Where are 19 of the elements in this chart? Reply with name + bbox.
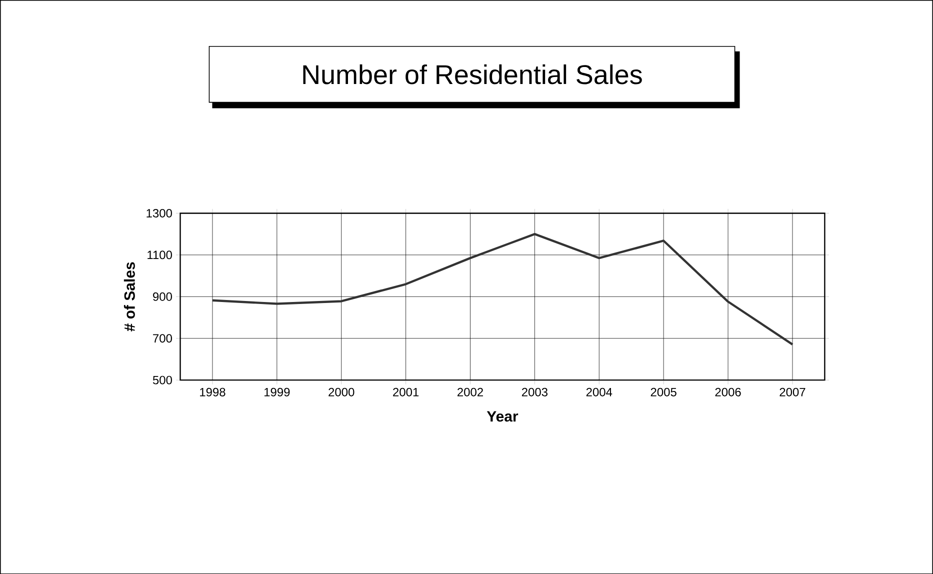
y-axis-title: # of Sales bbox=[124, 262, 135, 332]
y-tick-label: 500 bbox=[152, 376, 172, 384]
y-tick-label: 1300 bbox=[146, 208, 172, 218]
x-tick-label: 2002 bbox=[458, 388, 483, 396]
chart-title: Number of Residential Sales bbox=[303, 64, 642, 84]
y-tick-label: 900 bbox=[153, 292, 172, 301]
x-tick-label: 2006 bbox=[715, 388, 741, 396]
line-series bbox=[211, 232, 794, 346]
x-tick-label: 2005 bbox=[650, 388, 676, 396]
x-tick-label: 2004 bbox=[586, 388, 612, 396]
x-axis-title: Year bbox=[486, 411, 518, 422]
x-tick-label: 1999 bbox=[264, 388, 290, 396]
x-tick-label: 2007 bbox=[780, 388, 806, 396]
y-tick-label: 1100 bbox=[148, 250, 172, 260]
x-tick-label: 2000 bbox=[328, 388, 354, 396]
x-tick-label: 1998 bbox=[200, 388, 226, 396]
x-tick-label: 2003 bbox=[522, 388, 548, 396]
x-tick-label: 2001 bbox=[393, 388, 419, 396]
y-tick-label: 700 bbox=[153, 334, 172, 342]
